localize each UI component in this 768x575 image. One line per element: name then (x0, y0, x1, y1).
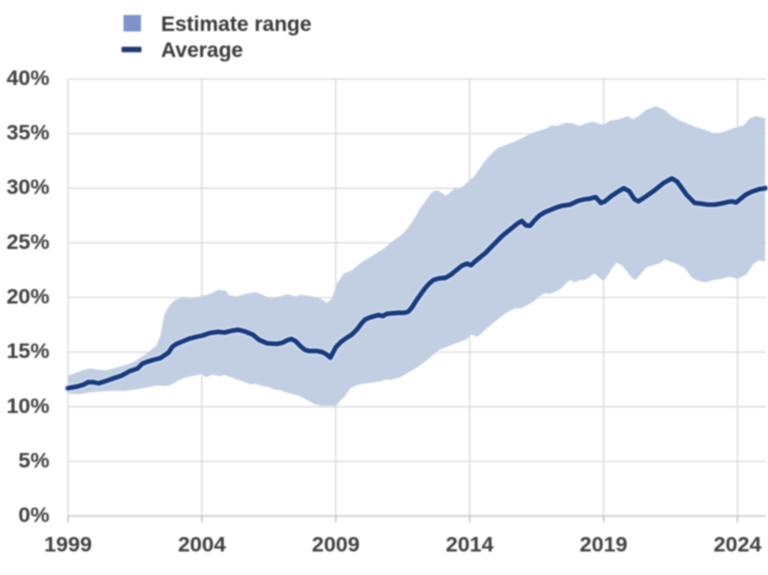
svg-text:15%: 15% (6, 339, 49, 363)
svg-text:40%: 40% (6, 66, 49, 90)
svg-text:2004: 2004 (178, 533, 226, 557)
svg-text:Average: Average (161, 39, 243, 62)
svg-text:2009: 2009 (312, 533, 360, 557)
svg-text:0%: 0% (18, 503, 49, 527)
svg-text:5%: 5% (18, 448, 49, 472)
svg-text:2019: 2019 (580, 533, 628, 557)
svg-text:30%: 30% (6, 175, 49, 199)
svg-text:1999: 1999 (44, 533, 92, 557)
svg-text:35%: 35% (6, 121, 49, 145)
svg-text:25%: 25% (6, 230, 49, 254)
svg-text:2014: 2014 (446, 533, 494, 557)
svg-text:10%: 10% (6, 394, 49, 418)
svg-text:2024: 2024 (714, 533, 762, 557)
svg-text:Estimate range: Estimate range (161, 13, 312, 36)
svg-text:20%: 20% (6, 285, 49, 309)
